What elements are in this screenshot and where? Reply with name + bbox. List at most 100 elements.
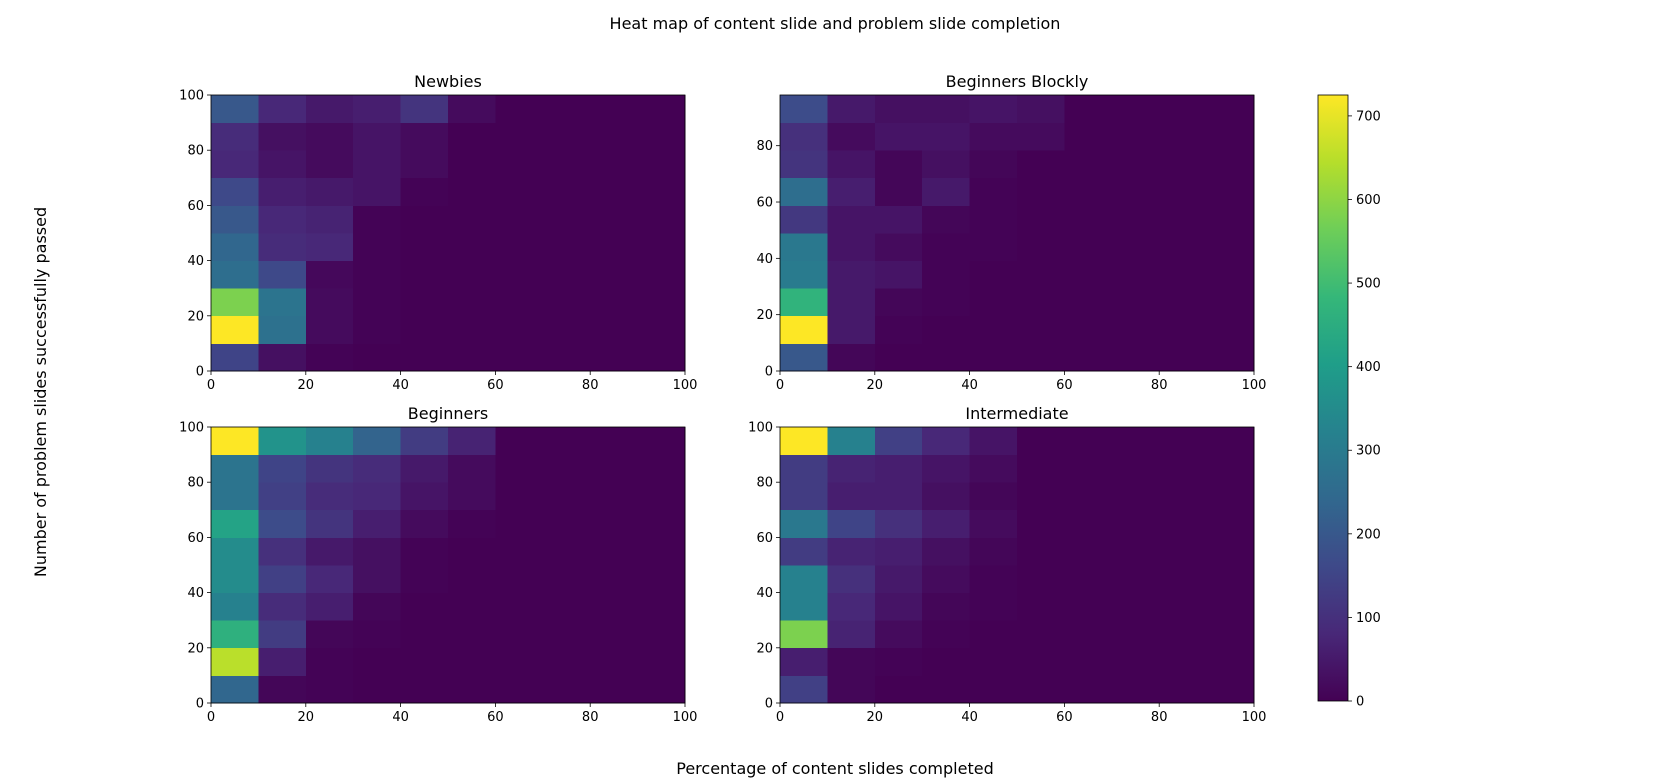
heatmap-cell [827,509,876,538]
heatmap-cell [637,315,686,344]
heatmap-cell [1206,95,1255,123]
heatmap-cell [353,509,401,538]
heatmap-cell [1206,122,1255,151]
heatmap-cell [353,233,401,261]
heatmap-cell [922,95,970,123]
heatmap-cell [1111,233,1160,261]
heatmap-cell [1206,537,1255,566]
heatmap-cell [827,537,876,566]
heatmap-cell [637,647,686,676]
heatmap-cell [495,260,544,289]
heatmap-cell [258,150,307,179]
heatmap-cell [874,592,923,621]
heatmap-cell [874,205,923,234]
axes-frame [779,426,1255,704]
colorbar-tick-label: 500 [1356,277,1381,292]
heatmap-cell [448,482,496,511]
heatmap-cell [1111,177,1160,206]
y-tick-label: 60 [756,196,773,211]
x-tick-label: 60 [487,378,504,393]
heatmap-cell [922,122,970,151]
y-tick-label: 0 [196,365,204,380]
heatmap-cell [258,565,307,593]
heatmap-cell [211,427,259,455]
heatmap-cell [780,647,828,676]
colorbar-tick-label: 100 [1356,611,1381,626]
heatmap-cell [969,675,1018,704]
x-tick-label: 40 [961,378,978,393]
heatmap-cell [305,205,354,234]
heatmap-cell [874,509,923,538]
heatmap-cell [1111,95,1160,123]
heatmap-cell [1206,647,1255,676]
heatmap-cell [400,288,449,317]
heatmap-cell [874,482,923,511]
heatmap-cell [1206,343,1255,372]
heatmap-cell [827,343,876,372]
y-tick-label: 100 [179,89,204,104]
heatmap-cell [874,233,923,261]
heatmap-cell [400,620,449,649]
heatmap-cell [827,620,876,649]
heatmap-cell [590,565,638,593]
heatmap-cell [448,565,496,593]
x-tick-label: 20 [867,710,884,725]
heatmap-cell [922,565,970,593]
x-tick-label: 0 [207,378,215,393]
heatmap-cell [922,427,970,455]
heatmap-cell [590,537,638,566]
colorbar-gradient [1317,94,1349,702]
heatmap-cell [590,647,638,676]
heatmap-cell [448,233,496,261]
heatmap-cell [258,122,307,151]
heatmap-cell [542,233,591,261]
heatmap-cell [1017,122,1065,151]
heatmap-cell [1159,233,1207,261]
heatmap-cell [780,233,828,261]
heatmap-cell [542,482,591,511]
heatmap-cell [1159,205,1207,234]
heatmap-cell [211,509,259,538]
heatmap-cell [542,647,591,676]
heatmap-cell [780,260,828,289]
heatmap-cell [495,315,544,344]
heatmap-cell [780,205,828,234]
heatmap-cell [495,427,544,455]
heatmap-cell [1064,343,1113,372]
heatmap-cell [305,315,354,344]
heatmap-cell [495,343,544,372]
heatmap-cell [495,647,544,676]
heatmap-cell [637,675,686,704]
heatmap-cell [827,675,876,704]
heatmap-cell [874,537,923,566]
heatmap-cell [448,122,496,151]
heatmap-cell [1206,177,1255,206]
heatmap-cell [1159,509,1207,538]
heatmap-cell [305,233,354,261]
heatmap-cell [590,427,638,455]
heatmap-cell [1206,620,1255,649]
heatmap-cell [1206,233,1255,261]
heatmap-cell [637,482,686,511]
heatmap-cell [353,647,401,676]
heatmap-cell [1064,260,1113,289]
figure-suptitle: Heat map of content slide and problem sl… [610,14,1061,33]
heatmap-cell [922,592,970,621]
y-tick-label: 60 [756,531,773,546]
heatmap-cell [211,122,259,151]
heatmap-cell [400,122,449,151]
heatmap-cell [1111,620,1160,649]
heatmap-cell [495,122,544,151]
heatmap-cell [542,95,591,123]
heatmap-cell [1159,620,1207,649]
heatmap-cell [1159,343,1207,372]
heatmap-cell [827,288,876,317]
heatmap-cell [400,647,449,676]
heatmap-cell [542,315,591,344]
x-tick-label: 100 [673,378,698,393]
colorbar-tick-label: 700 [1356,109,1381,124]
heatmap-cell [637,177,686,206]
x-tick-label: 20 [867,378,884,393]
heatmap-cell [827,260,876,289]
heatmap-cell [969,565,1018,593]
